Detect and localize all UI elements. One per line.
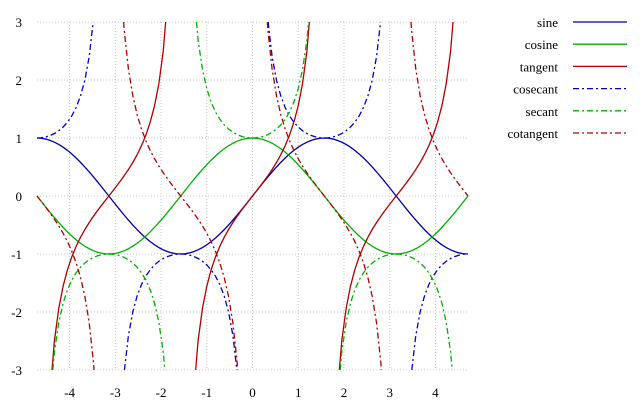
cosecant-line	[36, 21, 469, 371]
tangent-line	[51, 21, 454, 371]
x-tick-label: 0	[249, 385, 256, 400]
x-tick-label: -3	[110, 385, 121, 400]
legend-label-sine: sine	[537, 15, 558, 30]
x-tick-label: 2	[341, 385, 348, 400]
legend-label-cosecant: cosecant	[513, 82, 558, 97]
y-tick-label: 0	[16, 189, 23, 204]
x-tick-label: 1	[295, 385, 302, 400]
legend: sine cosine tangent cosecant secant cotangent	[507, 15, 627, 141]
plot-lines	[36, 21, 469, 371]
y-tick-label: -2	[11, 305, 22, 320]
x-axis: -4 -3 -2 -1 0 1 2 3 4	[64, 385, 439, 400]
legend-label-tangent: tangent	[520, 59, 559, 74]
x-tick-label: 3	[386, 385, 393, 400]
secant-line	[52, 21, 453, 371]
y-axis: -3 -2 -1 0 1 2 3	[11, 15, 22, 378]
x-tick-label: -1	[201, 385, 212, 400]
y-tick-label: 3	[16, 15, 23, 30]
y-tick-label: 2	[16, 73, 23, 88]
x-tick-label: -4	[64, 385, 75, 400]
legend-label-cosine: cosine	[525, 37, 558, 52]
legend-label-secant: secant	[526, 104, 559, 119]
cotangent-line	[36, 21, 469, 371]
legend-label-cotangent: cotangent	[507, 126, 558, 141]
y-tick-label: -3	[11, 363, 22, 378]
x-tick-label: -2	[156, 385, 167, 400]
y-tick-label: -1	[11, 247, 22, 262]
x-tick-label: 4	[432, 385, 439, 400]
y-tick-label: 1	[16, 131, 23, 146]
